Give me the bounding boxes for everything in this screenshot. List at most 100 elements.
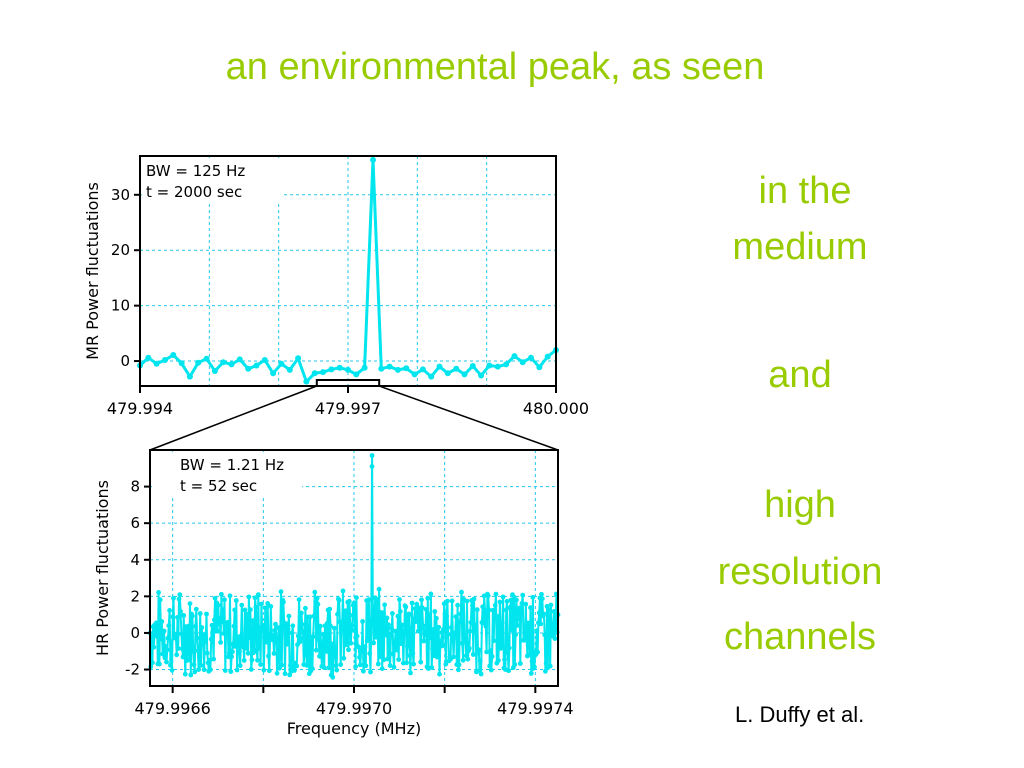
panel2-data-point-347 — [419, 597, 424, 603]
panel2-data-point-487 — [528, 671, 534, 676]
panel1-data-point-48 — [536, 364, 543, 371]
panel2-data-point-433 — [486, 607, 492, 613]
panel2-data-point-13 — [157, 597, 163, 603]
panel2-data-point-246 — [340, 588, 346, 594]
panel2-data-point-104 — [229, 654, 235, 660]
panel2-data-point-229 — [327, 606, 333, 612]
panel2-data-point-447 — [497, 599, 503, 605]
panel2-data-point-381 — [445, 631, 451, 637]
panel2-data-point-152 — [266, 668, 272, 674]
panel2-data-point-362 — [430, 627, 436, 632]
panel2-data-point-66 — [199, 625, 205, 630]
panel1-x-tick-label-0: 479.994 — [107, 399, 173, 418]
panel2-data-point-283 — [369, 464, 375, 469]
panel2-data-point-474 — [518, 609, 524, 615]
panel2-data-point-467 — [513, 632, 518, 637]
panel2-data-point-489 — [530, 594, 536, 600]
panel2-data-point-239 — [335, 611, 340, 617]
panel2-data-point-37 — [176, 596, 182, 602]
panel2-data-point-420 — [476, 647, 482, 653]
panel2-data-point-297 — [379, 666, 385, 671]
panel2-data-point-340 — [413, 619, 419, 624]
panel2-data-point-346 — [418, 659, 424, 665]
panel2-data-point-456 — [504, 598, 510, 604]
panel1-data-point-6 — [186, 373, 193, 380]
panel2-data-point-45 — [182, 671, 188, 677]
panel2-data-point-365 — [433, 650, 438, 656]
panel1-data-point-2 — [153, 360, 160, 367]
panel2-data-point-17 — [160, 637, 166, 643]
panel2-data-point-270 — [359, 647, 365, 653]
panel2-data-point-253 — [346, 647, 351, 653]
panel2-data-point-251 — [344, 641, 350, 646]
panel2-data-point-278 — [365, 623, 371, 629]
panel2-data-point-213 — [314, 595, 320, 601]
panel2-data-point-275 — [363, 663, 369, 669]
panel2-data-point-111 — [234, 667, 240, 673]
panel2-data-point-357 — [426, 612, 432, 618]
panel2-data-point-144 — [260, 622, 266, 628]
panel2-data-point-516 — [551, 609, 557, 614]
panel2-data-point-459 — [507, 645, 512, 651]
panel2-data-point-235 — [332, 625, 337, 631]
panel2-data-point-178 — [287, 672, 293, 678]
zoom-connector-right — [378, 385, 559, 451]
panel2-data-point-124 — [244, 611, 250, 617]
panel2-data-point-280 — [367, 651, 373, 656]
panel2-data-point-22 — [164, 647, 170, 653]
panel2-data-point-95 — [222, 597, 227, 603]
panel2-data-point-138 — [255, 592, 261, 597]
panel2-data-point-509 — [546, 607, 551, 612]
panel2-data-point-92 — [219, 619, 225, 625]
panel2-data-point-310 — [390, 611, 395, 616]
panel2-data-point-71 — [203, 638, 209, 644]
panel2-data-point-370 — [437, 671, 442, 677]
panel2-data-point-473 — [517, 661, 523, 666]
panel2-y-tick-label-5: 8 — [130, 478, 140, 496]
panel2-data-point-260 — [351, 600, 357, 606]
zoom-connector-left — [149, 385, 318, 451]
panel2-data-point-321 — [398, 641, 404, 647]
panel2-data-point-393 — [455, 602, 460, 608]
panel2-data-point-483 — [525, 620, 531, 626]
panel2-data-point-174 — [284, 621, 289, 627]
panel2-data-point-468 — [514, 597, 519, 603]
panel2-data-point-244 — [339, 627, 344, 633]
panel2-data-point-499 — [538, 621, 544, 627]
panel2-data-point-243 — [338, 662, 344, 667]
panel2-data-point-287 — [372, 621, 377, 627]
panel2-data-point-328 — [404, 660, 409, 666]
panel2-data-point-299 — [381, 657, 387, 663]
panel1-y-tick-label-2: 20 — [111, 241, 130, 259]
panel2-data-point-335 — [409, 600, 415, 606]
panel2-data-point-475 — [519, 601, 525, 606]
panel2-data-point-495 — [535, 649, 540, 655]
panel2-data-point-429 — [483, 623, 489, 629]
panel2-data-point-336 — [410, 651, 416, 656]
panel2-data-point-501 — [539, 596, 545, 602]
panel2-data-point-374 — [440, 643, 446, 649]
panel1-data-point-24 — [336, 364, 343, 371]
panel2-data-point-48 — [185, 630, 191, 635]
panel2-data-point-221 — [321, 631, 326, 637]
panel2-data-point-50 — [186, 657, 192, 663]
panel1-data-point-8 — [203, 355, 210, 362]
panel2-data-point-317 — [395, 613, 401, 619]
panel2-data-point-254 — [346, 598, 352, 604]
panel2-data-point-134 — [252, 595, 258, 601]
panel2-data-point-505 — [543, 668, 548, 674]
panel2-data-point-432 — [485, 593, 491, 599]
panel2-data-point-177 — [286, 613, 292, 619]
panel2-data-point-67 — [200, 642, 206, 648]
panel2-data-point-267 — [357, 654, 362, 660]
panel1-data-point-22 — [320, 369, 326, 376]
panel2-data-point-73 — [204, 650, 210, 656]
side-text-and: and — [768, 354, 832, 396]
panel2-data-point-70 — [202, 631, 208, 637]
panel2-data-point-449 — [499, 642, 504, 648]
panel2-data-point-271 — [360, 619, 365, 624]
panel2-data-point-25 — [167, 608, 173, 613]
panel2-data-point-230 — [328, 623, 333, 629]
panel2-data-point-512 — [548, 602, 554, 608]
